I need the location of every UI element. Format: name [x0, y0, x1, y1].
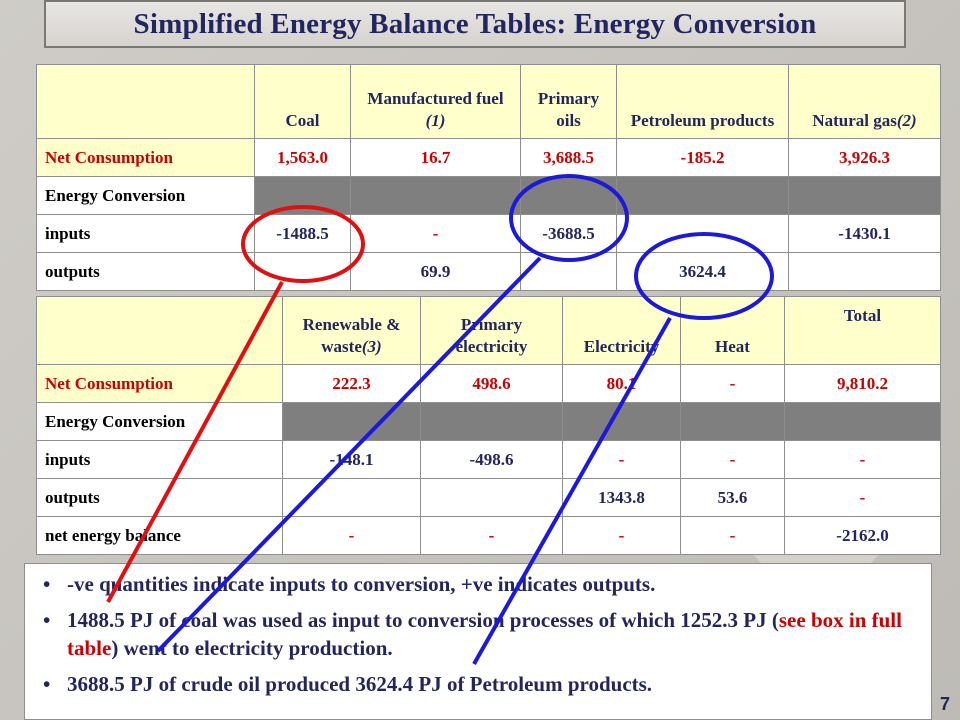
page-number: 7 [939, 694, 950, 714]
table-cell: - [784, 478, 941, 517]
col-header-primary-electricity: Primary electricity [420, 296, 563, 365]
table-cell [282, 478, 421, 517]
table-cell: 3,688.5 [520, 138, 617, 177]
table-cell: - [282, 516, 421, 555]
table-cell: -3688.5 [520, 214, 617, 253]
corner-cell [36, 64, 255, 139]
col-header-coal: Coal [254, 64, 351, 139]
table-cell: - [680, 364, 785, 403]
row-label: inputs [36, 440, 283, 479]
net-consumption-row: Net Consumption 1,563.0 16.7 3,688.5 -18… [36, 138, 941, 177]
outputs-row: outputs 69.9 3624.4 [36, 252, 941, 291]
header-row: Coal Manufactured fuel (1) Primary oils P… [36, 64, 941, 139]
header-row: Renewable & waste(3) Primary electricity… [36, 296, 941, 365]
title-banner: Simplified Energy Balance Tables: Energy… [44, 0, 906, 48]
notes-box: • -ve quantities indicate inputs to conv… [24, 563, 932, 720]
row-label: inputs [36, 214, 255, 253]
table-cell [788, 252, 941, 291]
grey-cell [350, 176, 521, 215]
table-cell: 3,926.3 [788, 138, 941, 177]
table-cell: - [562, 516, 681, 555]
table-cell: -1430.1 [788, 214, 941, 253]
note-item: • 1488.5 PJ of coal was used as input to… [43, 606, 931, 662]
table-cell: -1488.5 [254, 214, 351, 253]
grey-cell [282, 402, 421, 441]
table-cell: -185.2 [616, 138, 789, 177]
table-cell: - [562, 440, 681, 479]
corner-cell [36, 296, 283, 365]
energy-conversion-row: Energy Conversion [36, 176, 941, 215]
table-cell: - [680, 440, 785, 479]
note-text: 3688.5 PJ of crude oil produced 3624.4 P… [67, 672, 653, 696]
grey-cell [520, 176, 617, 215]
col-header-natural-gas: Natural gas(2) [788, 64, 941, 139]
col-header-petroleum-products: Petroleum products [616, 64, 789, 139]
grey-cell [616, 176, 789, 215]
grey-cell [254, 176, 351, 215]
table-cell: - [784, 440, 941, 479]
table-cell: 53.6 [680, 478, 785, 517]
full-table-link[interactable]: see box in full table [67, 608, 902, 660]
note-text: 1488.5 PJ of coal was used as input to c… [67, 608, 779, 632]
bullet: • [43, 608, 51, 632]
table-cell: 16.7 [350, 138, 521, 177]
bullet: • [43, 672, 51, 696]
net-consumption-row: Net Consumption 222.3 498.6 80.1 - 9,810… [36, 364, 941, 403]
table-cell: 1,563.0 [254, 138, 351, 177]
grey-cell [680, 402, 785, 441]
row-label: outputs [36, 478, 283, 517]
row-label: Energy Conversion [36, 402, 283, 441]
col-header-primary-oils: Primary oils [520, 64, 617, 139]
grey-cell [562, 402, 681, 441]
row-label: outputs [36, 252, 255, 291]
col-header-total: Total [784, 296, 941, 365]
table-cell [254, 252, 351, 291]
table-cell: -148.1 [282, 440, 421, 479]
inputs-row: inputs -148.1 -498.6 - - - [36, 440, 941, 479]
table-cell: -498.6 [420, 440, 563, 479]
grey-cell [788, 176, 941, 215]
energy-conversion-row: Energy Conversion [36, 402, 941, 441]
bullet: • [43, 572, 51, 596]
col-header-heat: Heat [680, 296, 785, 365]
slide-title: Simplified Energy Balance Tables: Energy… [133, 7, 817, 40]
table-cell: 80.1 [562, 364, 681, 403]
grey-cell [784, 402, 941, 441]
table-cell: 222.3 [282, 364, 421, 403]
table-cell: -2162.0 [784, 516, 941, 555]
outputs-row: outputs 1343.8 53.6 - [36, 478, 941, 517]
col-header-manufactured-fuel: Manufactured fuel (1) [350, 64, 521, 139]
note-item: • 3688.5 PJ of crude oil produced 3624.4… [43, 670, 931, 698]
table-cell: 1343.8 [562, 478, 681, 517]
table-cell: 498.6 [420, 364, 563, 403]
note-item: • -ve quantities indicate inputs to conv… [43, 570, 931, 598]
inputs-row: inputs -1488.5 - -3688.5 -1430.1 [36, 214, 941, 253]
table-cell: 3624.4 [616, 252, 789, 291]
table-cell: 9,810.2 [784, 364, 941, 403]
table-cell: 69.9 [350, 252, 521, 291]
row-label: Energy Conversion [36, 176, 255, 215]
col-header-renewable-waste: Renewable & waste(3) [282, 296, 421, 365]
net-energy-balance-row: net energy balance - - - - -2162.0 [36, 516, 941, 555]
row-label: Net Consumption [36, 364, 283, 403]
table-cell: - [680, 516, 785, 555]
table-cell: - [420, 516, 563, 555]
table-cell [420, 478, 563, 517]
table-cell [616, 214, 789, 253]
note-text: ) went to electricity production. [111, 636, 393, 660]
table-cell [520, 252, 617, 291]
note-text: -ve quantities indicate inputs to conver… [67, 572, 656, 596]
energy-table-1: Coal Manufactured fuel (1) Primary oils P… [36, 64, 941, 291]
row-label: net energy balance [36, 516, 283, 555]
grey-cell [420, 402, 563, 441]
table-cell: - [350, 214, 521, 253]
col-header-electricity: Electricity [562, 296, 681, 365]
energy-table-2: Renewable & waste(3) Primary electricity… [36, 296, 941, 555]
row-label: Net Consumption [36, 138, 255, 177]
